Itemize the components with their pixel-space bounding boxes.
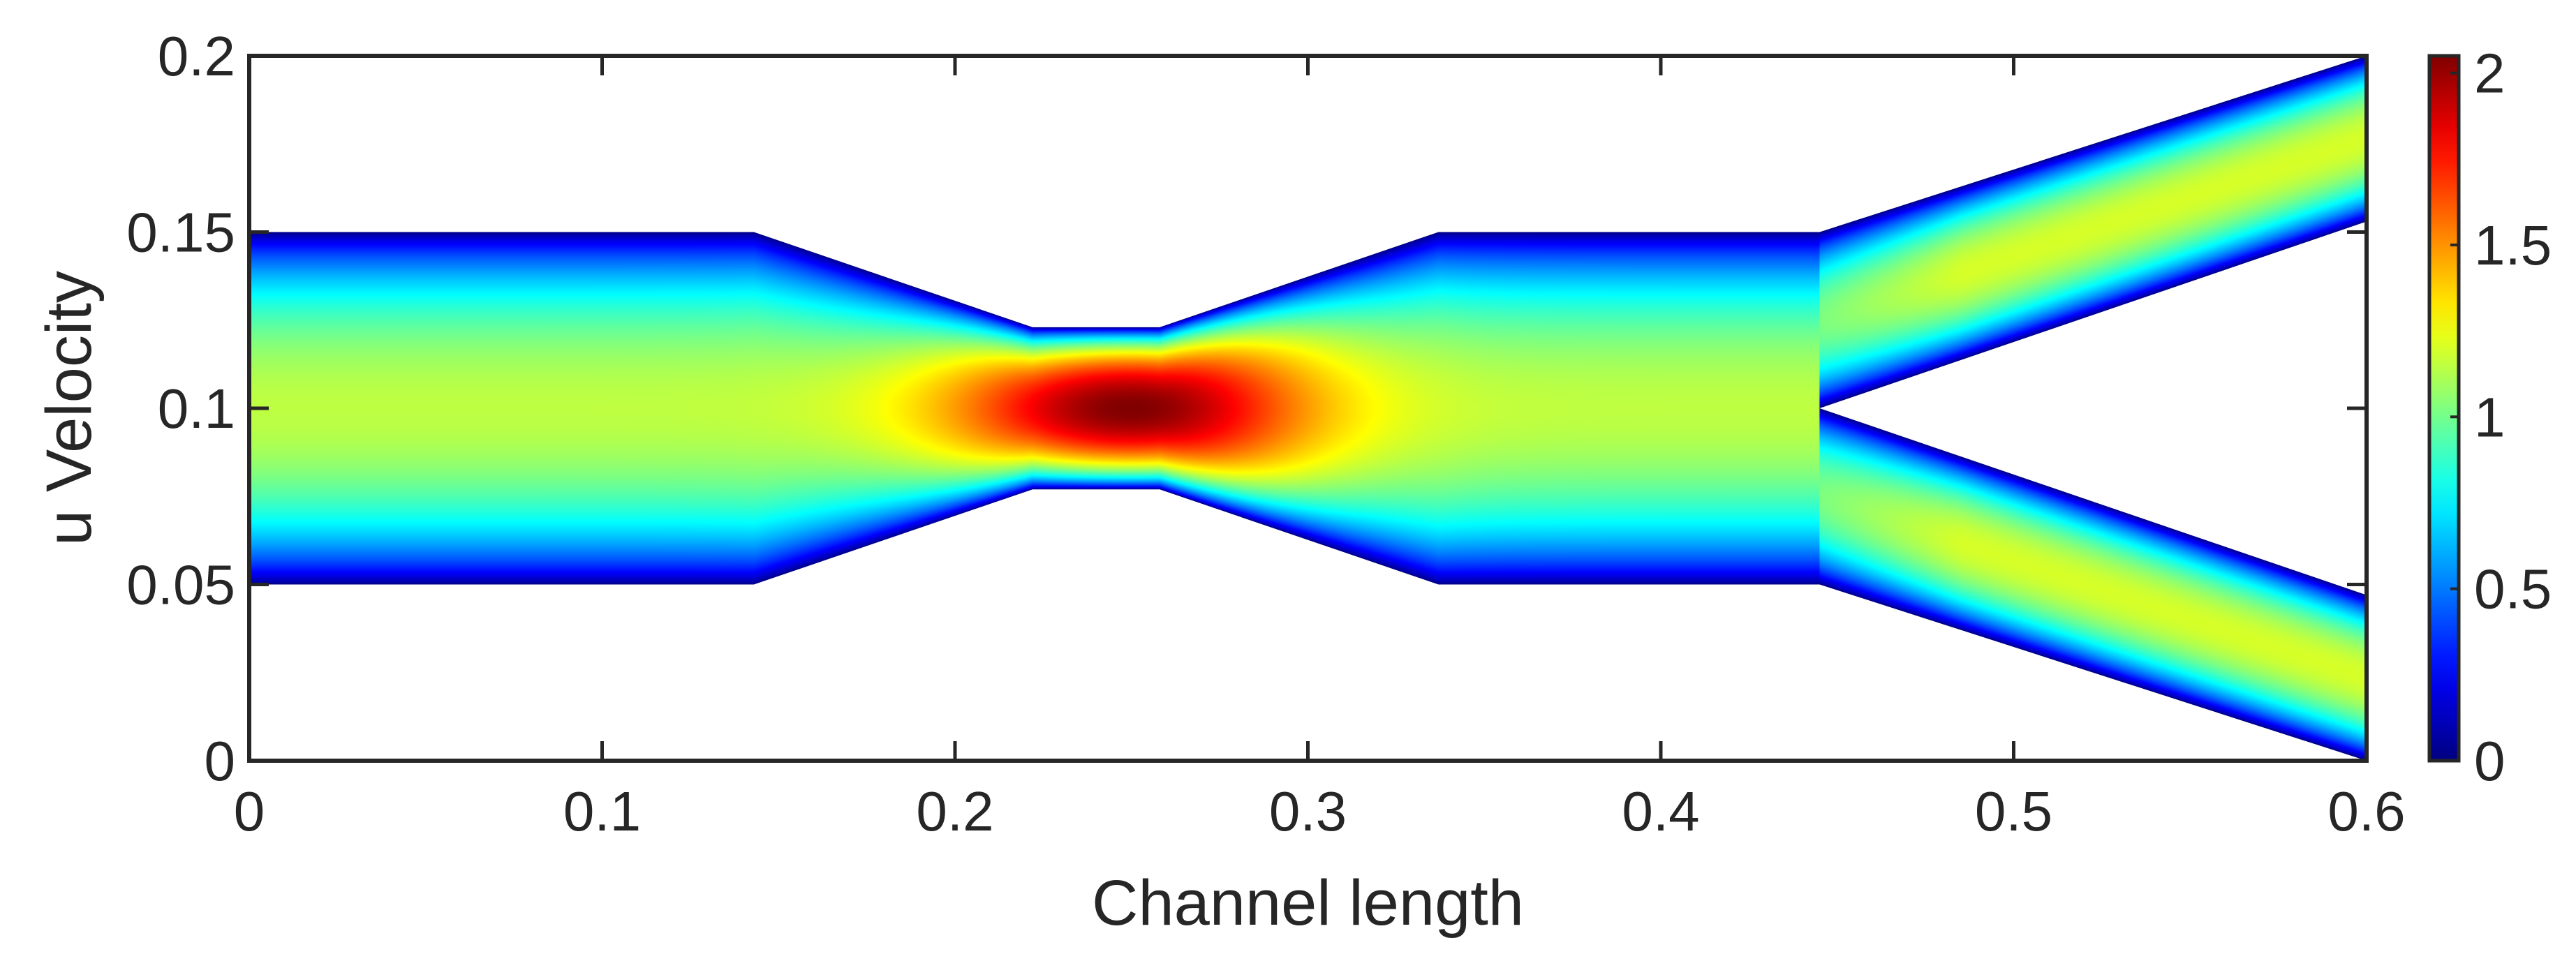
y-tick-label: 0 (205, 730, 236, 792)
plot-area: 0 0.1 0.2 0.3 0.4 0.5 0.6 0 0.05 0.1 0.15 0.2 (126, 25, 2405, 842)
x-axis-title: Channel length (1092, 867, 1524, 939)
colorbar: 0 0.5 1 1.5 2 (2427, 43, 2552, 792)
x-tick-label: 0.1 (563, 780, 641, 842)
x-tick-label: 0.4 (1622, 780, 1699, 842)
x-tick-label: 0.3 (1269, 780, 1347, 842)
colorbar-tick-label: 2 (2474, 43, 2505, 105)
x-tick-label: 0.2 (916, 780, 993, 842)
x-tick-label: 0.5 (1975, 780, 2052, 842)
velocity-heatmap (249, 56, 2367, 761)
x-tick-label: 0.6 (2327, 780, 2405, 842)
y-axis-title: u Velocity (34, 271, 105, 546)
colorbar-frame (2427, 54, 2461, 763)
colorbar-tick-label: 1.5 (2474, 214, 2552, 276)
y-tick-label: 0.15 (126, 202, 235, 264)
y-axis-ticks: 0 0.05 0.1 0.15 0.2 (126, 25, 2367, 792)
colorbar-tick-label: 1 (2474, 386, 2505, 448)
x-tick-label: 0 (234, 780, 265, 842)
colorbar-tick-label: 0 (2474, 730, 2505, 792)
y-tick-label: 0.2 (158, 25, 235, 87)
x-axis-ticks: 0 0.1 0.2 0.3 0.4 0.5 0.6 (234, 56, 2406, 842)
colorbar-ticks: 0 0.5 1 1.5 2 (2450, 43, 2552, 792)
colorbar-gradient (2429, 56, 2459, 761)
colorbar-tick-label: 0.5 (2474, 558, 2552, 620)
y-tick-label: 0.1 (158, 378, 235, 440)
y-tick-label: 0.05 (126, 554, 235, 616)
